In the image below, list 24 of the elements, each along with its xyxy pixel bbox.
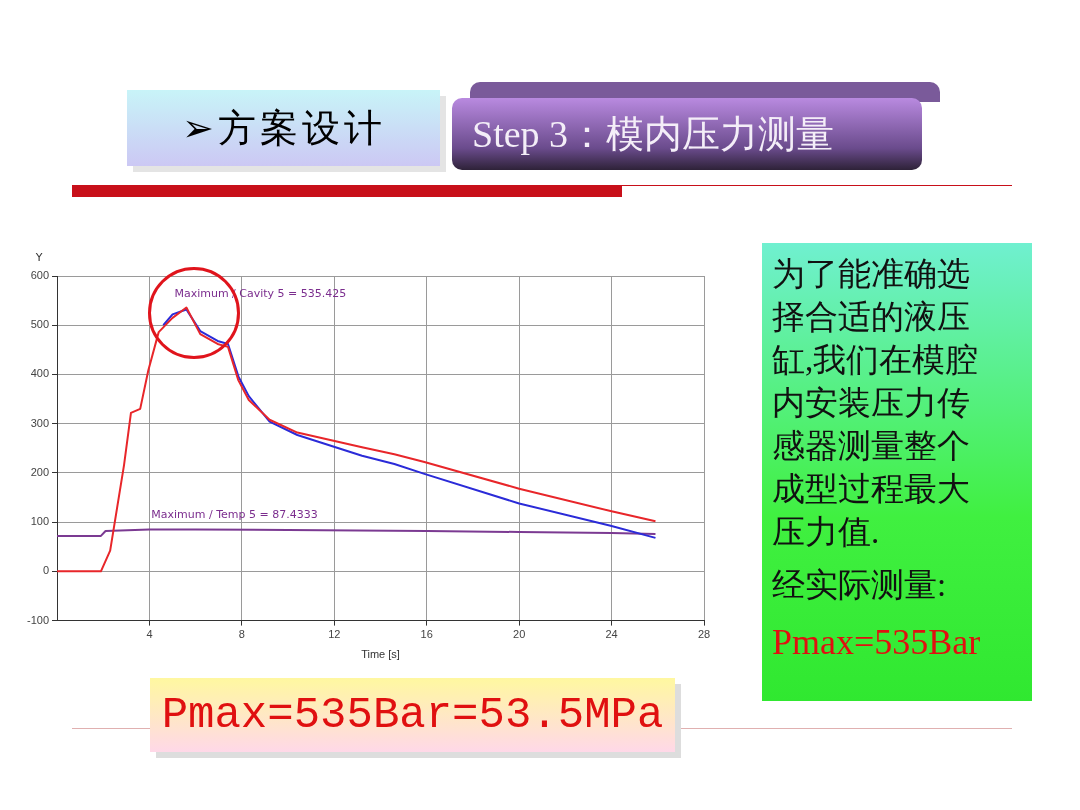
- y-tick-label: 200: [30, 465, 50, 478]
- x-axis-title: Time [s]: [361, 648, 400, 661]
- x-tick-label: 20: [513, 628, 526, 641]
- text: 经实际测量:: [772, 566, 948, 605]
- x-tick-label: 12: [328, 628, 341, 641]
- y-tick-label: -100: [26, 613, 50, 626]
- x-tick-label: 8: [238, 628, 245, 641]
- y-tick-label: 500: [30, 318, 50, 331]
- x-tick-label: 24: [605, 628, 618, 641]
- text: Pmax=535Bar=53.5MPa: [150, 678, 675, 752]
- text: 为了能准确选择合适的液压缸,我们在模腔内安装压力传感器测量整个成型过程最大压力值.: [772, 255, 980, 552]
- y-axis-title: Y: [34, 251, 43, 265]
- x-tick-label: 28: [697, 628, 711, 641]
- y-tick-label: 100: [30, 515, 50, 528]
- chart-subtitle: Step 3：模内压力测量: [452, 98, 922, 170]
- x-tick-label: 4: [146, 628, 153, 641]
- y-tick-label: 300: [30, 416, 50, 429]
- chart-title: ➢方案设计: [127, 90, 440, 166]
- annotation: Maximum / Temp 5 = 87.4333: [151, 507, 318, 521]
- y-tick-label: 0: [42, 564, 50, 577]
- x-tick-label: 16: [420, 628, 433, 641]
- y-tick-label: 400: [30, 367, 50, 380]
- y-tick-label: 600: [30, 269, 50, 282]
- text: Pmax=535Bar: [772, 621, 982, 664]
